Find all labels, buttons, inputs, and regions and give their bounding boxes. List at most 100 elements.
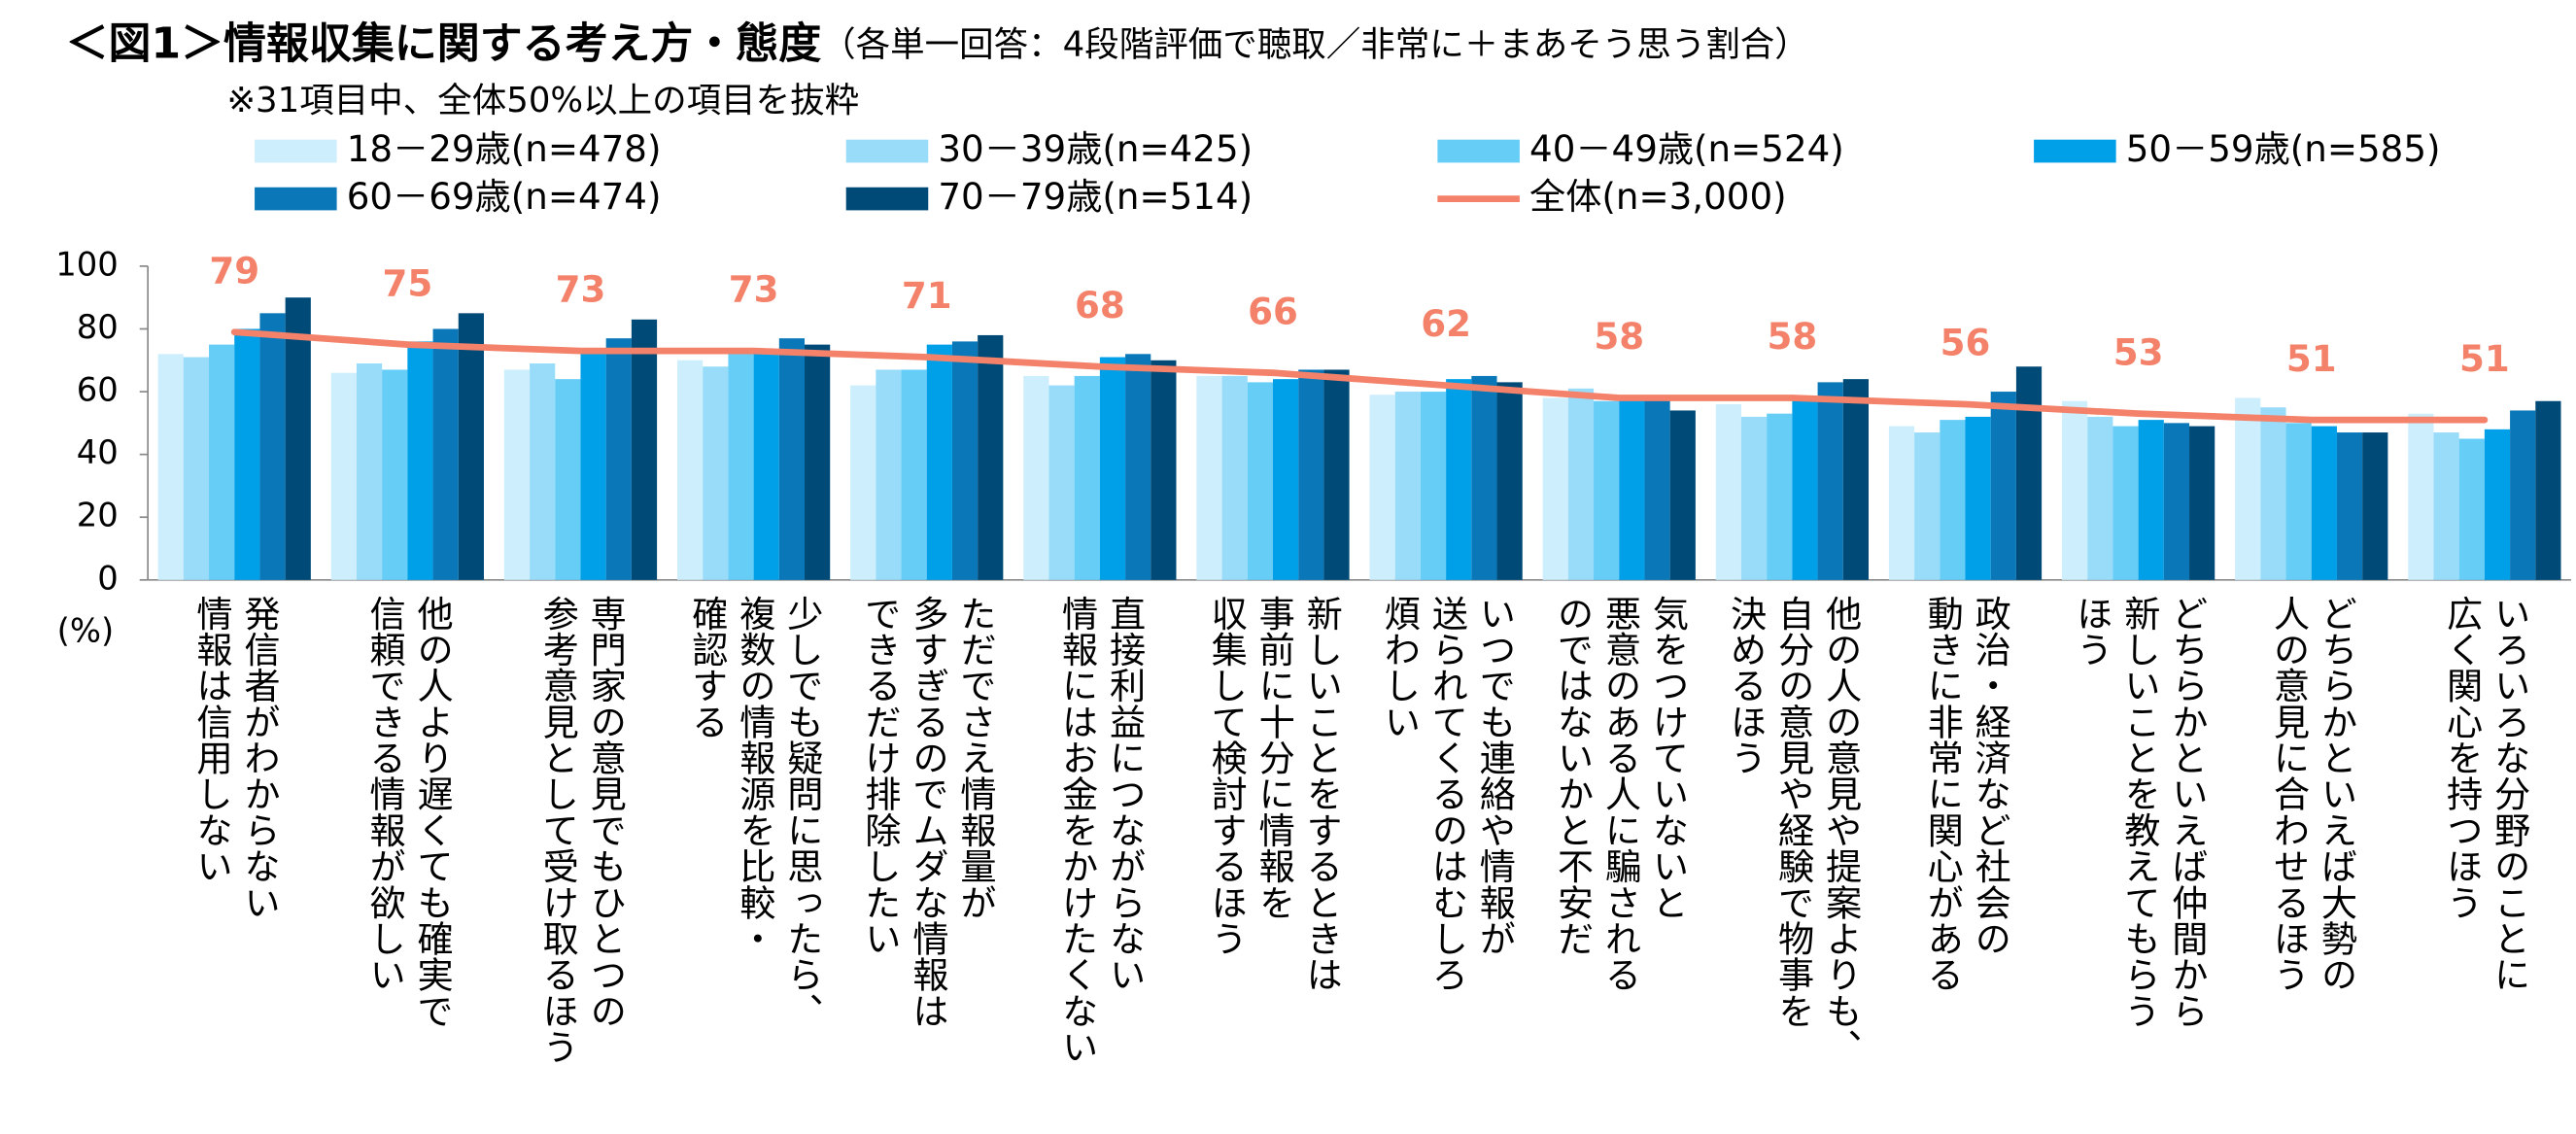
- x-tick-label: 政治・経済など社会の 動きに非常に関心がある: [1920, 595, 2010, 993]
- bar: [356, 362, 383, 580]
- title: ＜図1＞情報収集に関する考え方・態度: [66, 18, 822, 68]
- note: ※31項目中、全体50%以上の項目を抜粋: [226, 81, 859, 120]
- x-tick-label: 発信者がわからない 情報は信用しない: [189, 595, 279, 920]
- x-tick-label: 気をつけていないと 悪意のある人に騙される のではないかと不安だ: [1551, 595, 1688, 993]
- bar: [1817, 382, 1843, 580]
- bar: [2087, 416, 2113, 580]
- bar: [1740, 416, 1768, 580]
- bar: [407, 341, 433, 580]
- bar: [1940, 420, 1966, 580]
- data-label: 68: [1075, 284, 1125, 326]
- bar: [2138, 420, 2164, 580]
- bar: [1420, 392, 1447, 580]
- bar: [753, 354, 779, 580]
- bar: [1196, 375, 1222, 580]
- legend-swatch: [2034, 139, 2116, 163]
- bar: [631, 319, 658, 580]
- bar: [530, 362, 556, 580]
- y-tick-label: 40: [77, 433, 119, 471]
- bar: [2362, 432, 2388, 580]
- bar: [259, 313, 286, 580]
- bar: [1471, 375, 1497, 580]
- line: [230, 328, 2489, 424]
- bar: [2189, 426, 2215, 580]
- bar: [978, 334, 1004, 580]
- bar: [2458, 438, 2485, 580]
- legend-label: 60－69歳(n=474): [347, 175, 662, 218]
- bar: [183, 357, 210, 580]
- bar: [157, 354, 184, 580]
- bar: [1446, 379, 1472, 580]
- bar: [2336, 432, 2363, 580]
- bar: [703, 366, 729, 580]
- x-tick-label: 直接利益につながらない 情報にはお金をかけたくない: [1055, 595, 1145, 1065]
- bar: [1914, 432, 1941, 580]
- legend-swatch: [845, 139, 929, 163]
- x-tick-label: いつでも連絡や情報が 送られてくるのはむしろ 煩わしい: [1377, 595, 1515, 993]
- bar: [926, 344, 952, 580]
- x-tick-label: 他の人より遅くても確実で 信頼できる情報が欲しい: [362, 595, 452, 1029]
- bar: [209, 344, 235, 580]
- y-tick-label: 20: [77, 497, 119, 534]
- x-tick-label: いろいろな分野のことに 広く関心を持つほう: [2440, 595, 2529, 993]
- data-label: 51: [2459, 337, 2510, 380]
- bar: [2062, 400, 2088, 580]
- bar: [1099, 357, 1126, 580]
- data-label: 51: [2286, 337, 2337, 380]
- bar: [1767, 413, 1793, 580]
- legend-label: 50－59歳(n=585): [2126, 127, 2441, 170]
- bar: [1888, 426, 1915, 580]
- x-tick-label: 他の人の意見や提案よりも、 自分の意見や経験で物事を 決めるほう: [1724, 595, 1861, 1065]
- bar: [458, 313, 484, 580]
- bar: [1619, 397, 1645, 580]
- bar: [555, 379, 581, 580]
- x-tick-label: 新しいことをするときは 事前に十分に情報を 収集して検討するほう: [1204, 595, 1342, 993]
- bar: [605, 338, 632, 580]
- bar: [1247, 382, 1273, 580]
- data-label: 62: [1421, 302, 1471, 345]
- data-label: 79: [209, 249, 259, 292]
- x-tick-label: 少しでも疑問に思ったら、 複数の情報源を比較・ 確認する: [685, 595, 822, 1029]
- bar: [1842, 379, 1869, 580]
- x-tick-label: どちらかといえば仲間から 新しいことを教えてもらう ほう: [2070, 595, 2207, 1029]
- bar: [728, 354, 754, 580]
- bar: [1990, 392, 2016, 580]
- bar: [805, 344, 831, 580]
- y-tick-label: 100: [55, 245, 119, 283]
- y-tick-label: 80: [77, 308, 119, 346]
- data-label: 58: [1594, 315, 1644, 358]
- bar: [676, 360, 704, 580]
- legend-label: 30－39歳(n=425): [938, 127, 1253, 170]
- bar: [2408, 413, 2434, 580]
- data-label: 56: [1941, 322, 1991, 364]
- legend-swatch: [255, 187, 337, 211]
- bar: [2260, 407, 2286, 580]
- bar: [2015, 366, 2043, 580]
- bar: [2285, 423, 2312, 580]
- legend-label: 70－79歳(n=514): [938, 175, 1253, 218]
- bar: [2484, 429, 2511, 580]
- x-tick-label: ただでさえ情報量が 多すぎるのでムダな情報は できるだけ排除したい: [858, 595, 995, 1029]
- bar: [1542, 397, 1568, 580]
- bar: [1644, 397, 1670, 580]
- bar: [1394, 392, 1421, 580]
- bar: [234, 328, 260, 580]
- bar: [2311, 426, 2337, 580]
- bar: [1125, 354, 1151, 580]
- x-tick-label: 専門家の意見でもひとつの 参考意見として受け取るほう: [535, 595, 626, 1065]
- bar: [2112, 426, 2139, 580]
- subtitle: （各単一回答：4段階評価で聴取／非常に＋まあそう思う割合）: [821, 24, 1809, 64]
- bar: [901, 369, 927, 580]
- bar: [1594, 400, 1620, 580]
- bar: [1965, 416, 1991, 580]
- bar: [1023, 375, 1049, 580]
- y-tick-label: 60: [77, 371, 119, 409]
- bar: [382, 369, 408, 580]
- bar: [2235, 397, 2261, 580]
- legend-swatch: [255, 139, 337, 163]
- bar: [1715, 403, 1741, 580]
- bar: [432, 328, 459, 580]
- y-axis-label: (%): [57, 611, 115, 649]
